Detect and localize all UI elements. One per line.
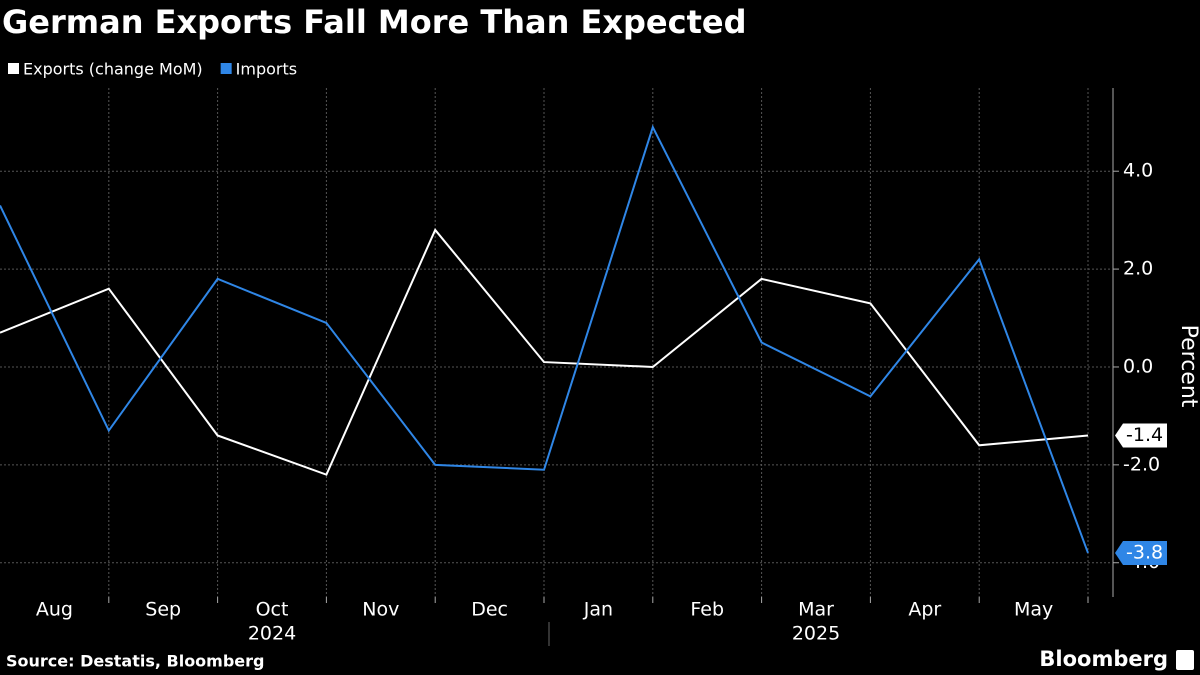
year-label: 2024	[248, 623, 296, 645]
x-tick-label: Sep	[145, 599, 181, 621]
end-label-box	[1115, 423, 1167, 448]
x-tick-label: Nov	[362, 599, 399, 621]
line-series	[0, 124, 1089, 554]
x-tick-label: Oct	[256, 599, 289, 621]
source: Source: Destatis, Bloomberg	[6, 652, 265, 671]
year-label: 2025	[792, 623, 840, 645]
legend-swatch	[8, 63, 19, 74]
legend-label: Imports	[236, 60, 297, 79]
brand: Bloomberg	[1039, 647, 1168, 671]
x-tick-label: Aug	[36, 599, 73, 621]
x-tick-label: Dec	[471, 599, 508, 621]
end-label: -3.8	[1126, 541, 1163, 563]
end-label: -1.4	[1126, 424, 1163, 446]
chart-title: German Exports Fall More Than Expected	[2, 3, 746, 41]
y-tick-label: 0.0	[1123, 355, 1153, 377]
x-tick-label: Mar	[798, 599, 834, 621]
legend-label: Exports (change MoM)	[23, 60, 203, 79]
x-tick-label: May	[1014, 599, 1053, 621]
end-label-box	[1115, 540, 1167, 565]
x-tick-label: Jan	[583, 599, 613, 621]
brand-icon	[1176, 650, 1194, 670]
x-tick-label: Apr	[908, 599, 941, 621]
y-tick-label: 4.0	[1123, 160, 1153, 182]
y-tick-label: 2.0	[1123, 258, 1153, 280]
x-tick-label: Feb	[690, 599, 724, 621]
y-axis-label: Percent	[1176, 325, 1200, 408]
legend-swatch	[220, 63, 232, 74]
y-tick-label: -2.0	[1123, 453, 1160, 475]
